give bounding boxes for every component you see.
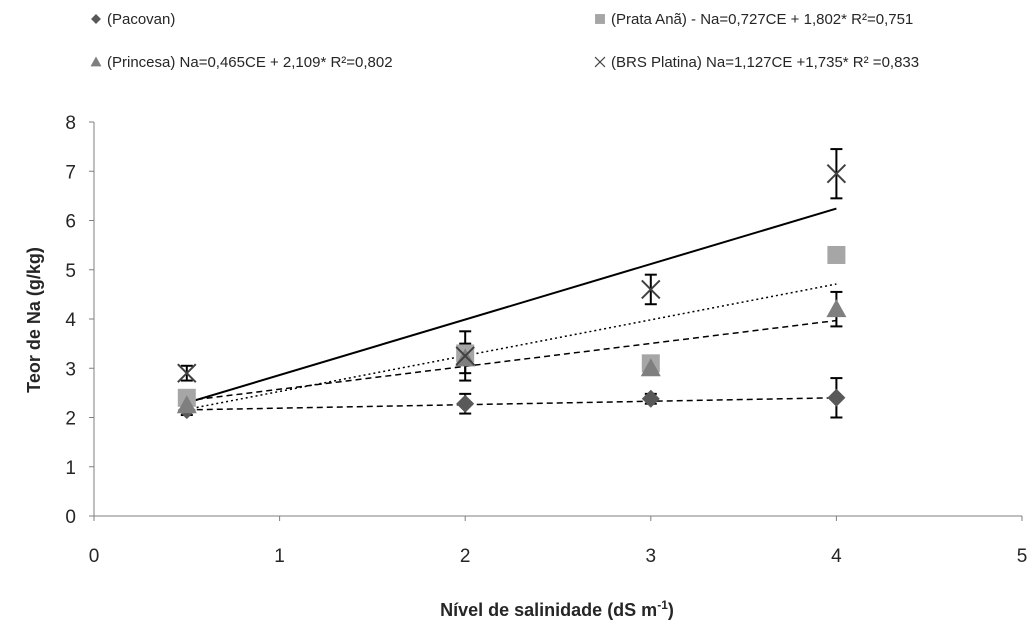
legend-marker [90, 56, 102, 67]
legend: (Pacovan) (Prata Anã) - Na=0,727CE + 1,80… [90, 11, 919, 71]
y-tick-label: 6 [65, 212, 76, 233]
x-marker-stroke [594, 56, 606, 68]
trendline-series-4 [186, 207, 837, 404]
x-marker-stroke [826, 164, 847, 184]
y-tick-label: 8 [65, 113, 76, 134]
x-marker-stroke [641, 279, 661, 300]
legend-entry-2: (Prata Anã) - Na=0,727CE + 1,802* R²=0,7… [595, 11, 913, 28]
data-points [176, 164, 847, 420]
data-point-series-2 [827, 245, 846, 264]
data-point-series-4 [455, 346, 475, 366]
x-tick-label: 5 [1017, 546, 1028, 567]
diamond-marker [827, 388, 846, 407]
data-point-series-4 [826, 164, 847, 184]
x-tick-label: 3 [646, 546, 657, 567]
y-tick-label: 5 [65, 261, 76, 282]
legend-marker [595, 14, 605, 24]
x-axis-title: Nível de salinidade (dS m-1) [440, 598, 674, 620]
legend-marker-wrap [90, 56, 102, 67]
x-marker-stroke [455, 346, 475, 366]
legend-marker [594, 56, 606, 68]
x-tick-label: 0 [89, 546, 100, 567]
diamond-marker [456, 394, 475, 413]
data-point-series-1 [456, 394, 475, 413]
x-tick-label: 1 [274, 546, 285, 567]
x-tick-label: 4 [831, 546, 842, 567]
legend-label: (BRS Platina) Na=1,127CE +1,735* R² =0,8… [611, 54, 919, 71]
y-tick-label: 0 [65, 507, 76, 528]
legend-label: (Princesa) Na=0,465CE + 2,109* R²=0,802 [107, 54, 393, 71]
legend-marker [91, 14, 101, 24]
legend-marker-wrap [594, 56, 606, 68]
triangle-marker [640, 358, 661, 377]
x-tick-label: 2 [460, 546, 471, 567]
data-point-series-3 [176, 395, 197, 414]
legend-label: (Pacovan) [107, 11, 175, 28]
data-point-series-3 [640, 358, 661, 377]
triangle-marker [176, 395, 197, 414]
trendline-series-1 [186, 397, 837, 411]
square-marker [827, 245, 846, 264]
triangle-marker [826, 299, 847, 318]
diamond-marker [91, 14, 101, 24]
y-tick-label: 3 [65, 359, 76, 380]
y-tick-label: 4 [65, 310, 76, 331]
data-point-series-1 [641, 389, 660, 408]
trendlines [186, 207, 837, 411]
axes: 0 1 2 3 4 5 6 7 8 0 1 2 3 4 5 [65, 113, 1027, 567]
legend-entry-4: (BRS Platina) Na=1,127CE +1,735* R² =0,8… [594, 54, 919, 71]
square-marker [595, 14, 605, 24]
legend-entry-3: (Princesa) Na=0,465CE + 2,109* R²=0,802 [90, 54, 393, 71]
legend-entry-1: (Pacovan) [91, 11, 175, 28]
y-tick-label: 2 [65, 409, 76, 430]
trendline-series-2 [186, 283, 837, 411]
data-point-series-1 [827, 388, 846, 407]
legend-marker-wrap [595, 14, 605, 24]
triangle-marker [90, 56, 102, 67]
data-point-series-3 [826, 299, 847, 318]
y-tick-label: 1 [65, 458, 76, 479]
y-axis-title: Teor de Na (g/kg) [24, 247, 44, 393]
trendline-series-3 [186, 319, 837, 402]
error-bars [180, 148, 843, 419]
diamond-marker [641, 389, 660, 408]
x-marker-stroke [177, 363, 197, 383]
data-point-series-4 [177, 363, 197, 383]
y-tick-label: 7 [65, 162, 76, 183]
legend-marker-wrap [91, 14, 101, 24]
data-point-series-4 [641, 279, 661, 300]
legend-label: (Prata Anã) - Na=0,727CE + 1,802* R²=0,7… [611, 11, 913, 28]
